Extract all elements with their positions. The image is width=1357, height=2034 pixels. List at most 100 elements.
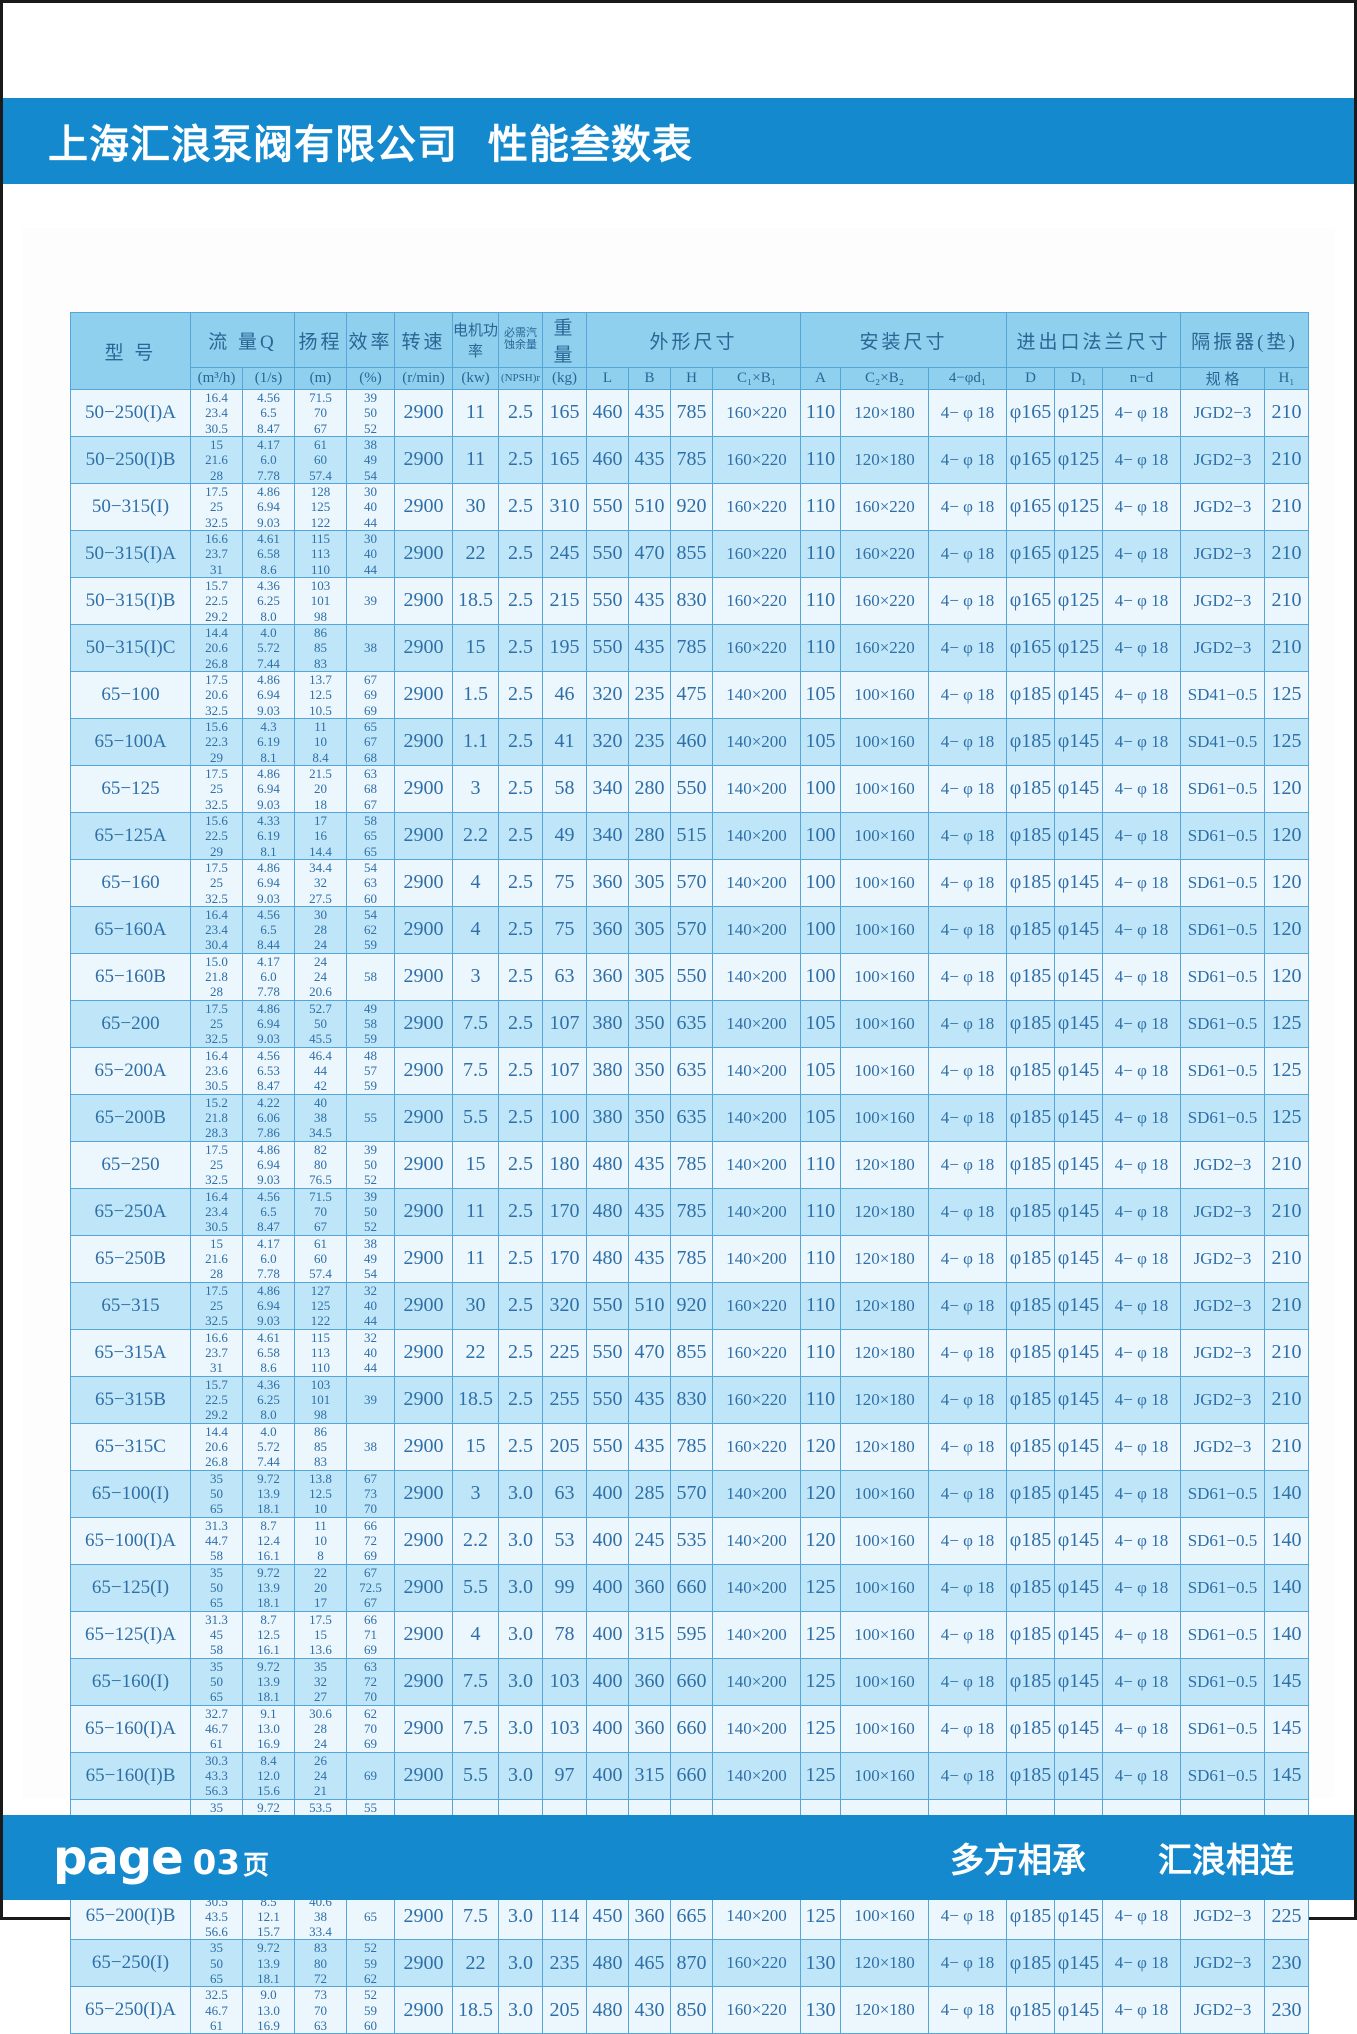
cell-isolator-h1: 230	[1264, 1939, 1309, 1988]
cell-isolator-h1: 125	[1264, 1093, 1309, 1142]
cell-a-dim: 110	[800, 576, 841, 625]
cell-width: 350	[628, 1046, 671, 1095]
cell-npsh: 3.0	[498, 1751, 543, 1800]
cell-bolt-4-d1: 4− φ 18	[928, 670, 1007, 719]
value: 52	[364, 1219, 377, 1235]
cell-height: 920	[670, 1281, 713, 1330]
cell-width: 315	[628, 1610, 671, 1659]
value: 71.5	[309, 390, 332, 405]
cell-isolator-h1: 210	[1264, 529, 1309, 578]
cell-flange-n-d: 4− φ 18	[1102, 1892, 1181, 1941]
cell-height: 785	[670, 1422, 713, 1471]
value: 13.9	[257, 1485, 280, 1501]
cell-width: 465	[628, 1939, 671, 1988]
value: 66	[364, 1611, 377, 1627]
subcol-4-d1: 4−φd₁	[928, 367, 1007, 390]
cell-width: 435	[628, 623, 671, 672]
value: 9.03	[257, 1172, 280, 1188]
cell-flange-n-d: 4− φ 18	[1102, 1704, 1181, 1753]
cell-c2xb2: 100×160	[840, 1892, 929, 1941]
cell-flange-d1: φ145	[1054, 1234, 1103, 1283]
value: 4.56	[257, 390, 280, 405]
cell-isolator-spec: SD61−0.5	[1180, 1516, 1265, 1565]
cell-speed: 2900	[394, 1187, 453, 1236]
cell-flange-d1: φ145	[1054, 1939, 1103, 1988]
page-word: page	[53, 1829, 184, 1886]
value: 49	[364, 1251, 377, 1267]
cell-isolator-h1: 210	[1264, 435, 1309, 484]
cell-length: 450	[586, 1892, 629, 1941]
value: 9.03	[257, 1031, 280, 1047]
cell-isolator-spec: JGD2−3	[1180, 1939, 1265, 1988]
cell-npsh: 2.5	[498, 811, 543, 860]
value: 13.0	[257, 2002, 280, 2018]
value: 55	[364, 1110, 377, 1126]
cell-motor-power: 15	[452, 623, 499, 672]
cell-c2xb2: 100×160	[840, 1610, 929, 1659]
value: 80	[314, 1955, 327, 1971]
value: 15.2	[205, 1094, 228, 1110]
cell-width: 360	[628, 1892, 671, 1941]
cell-flange-n-d: 4− φ 18	[1102, 999, 1181, 1048]
value: 83	[314, 1454, 327, 1470]
cell-bolt-4-d1: 4− φ 18	[928, 1657, 1007, 1706]
cell-q2: 4.36 6.25 8.0	[242, 576, 295, 625]
cell-h: 61 60 57.4	[294, 435, 347, 484]
unit-flow-ls: (1/s)	[242, 367, 295, 390]
value: 127	[310, 1282, 331, 1298]
value: 13.7	[309, 671, 332, 687]
cell-motor-power: 3	[452, 764, 499, 813]
cell-flange-n-d: 4− φ 18	[1102, 1140, 1181, 1189]
table-row: 65−250 17.5 25 32.5 4.86 6.94 9.03 82 80 76.5 39 50…	[70, 1140, 1309, 1189]
cell-isolator-spec: SD41−0.5	[1180, 670, 1265, 719]
cell-isolator-spec: JGD2−3	[1180, 1892, 1265, 1941]
value: 32	[314, 1673, 327, 1689]
cell-model: 65−315B	[70, 1375, 191, 1424]
value: 63	[364, 875, 377, 891]
table-row: 65−250A 16.4 23.4 30.5 4.56 6.5 8.47 71.5 70 67 39…	[70, 1187, 1309, 1236]
cell-e: 38	[346, 623, 395, 672]
value: 4.17	[257, 436, 280, 452]
value: 23.4	[205, 922, 228, 938]
value: 4.17	[257, 953, 280, 969]
value: 53.5	[309, 1799, 332, 1815]
cell-e: 38 49 54	[346, 1234, 395, 1283]
value: 5.72	[257, 640, 280, 656]
cell-q2: 4.56 6.5 8.47	[242, 1187, 295, 1236]
cell-bolt-4-d1: 4− φ 18	[928, 1563, 1007, 1612]
cell-e: 52 59 60	[346, 1986, 395, 2034]
cell-q: 14.4 20.6 26.8	[190, 1422, 243, 1471]
cell-q: 17.5 20.6 32.5	[190, 670, 243, 719]
value: 30	[314, 906, 327, 922]
cell-model: 65−160A	[70, 905, 191, 954]
value: 8.47	[257, 1219, 280, 1235]
value: 9.72	[257, 1658, 280, 1674]
cell-model: 50−250(I)A	[70, 389, 191, 437]
value: 6.94	[257, 499, 280, 515]
value: 52	[364, 420, 377, 436]
value: 115	[310, 530, 331, 546]
value: 7.44	[257, 1454, 280, 1470]
value: 65	[210, 1971, 223, 1987]
value: 62	[364, 922, 377, 938]
cell-flange-d: φ185	[1006, 1046, 1055, 1095]
cell-flange-d: φ185	[1006, 1704, 1055, 1753]
cell-isolator-spec: SD61−0.5	[1180, 1704, 1265, 1753]
cell-model: 65−315A	[70, 1328, 191, 1377]
cell-model: 65−125A	[70, 811, 191, 860]
value: 16.6	[205, 1329, 228, 1345]
cell-c2xb2: 120×180	[840, 1328, 929, 1377]
value: 12.5	[309, 1485, 332, 1501]
cell-width: 245	[628, 1516, 671, 1565]
value: 15.6	[205, 812, 228, 828]
value: 7.78	[257, 467, 280, 483]
table-header-row-2: (m³/h) (1/s) (m) (%) (r/min) (kw) (NPSH)…	[71, 367, 1309, 390]
value: 6.25	[257, 1392, 280, 1407]
value: 16.4	[205, 1047, 228, 1063]
cell-isolator-spec: SD61−0.5	[1180, 1563, 1265, 1612]
cell-q2: 4.86 6.94 9.03	[242, 1140, 295, 1189]
value: 23.4	[205, 1204, 228, 1220]
cell-c2xb2: 120×180	[840, 389, 929, 437]
value: 9.72	[257, 1470, 280, 1486]
